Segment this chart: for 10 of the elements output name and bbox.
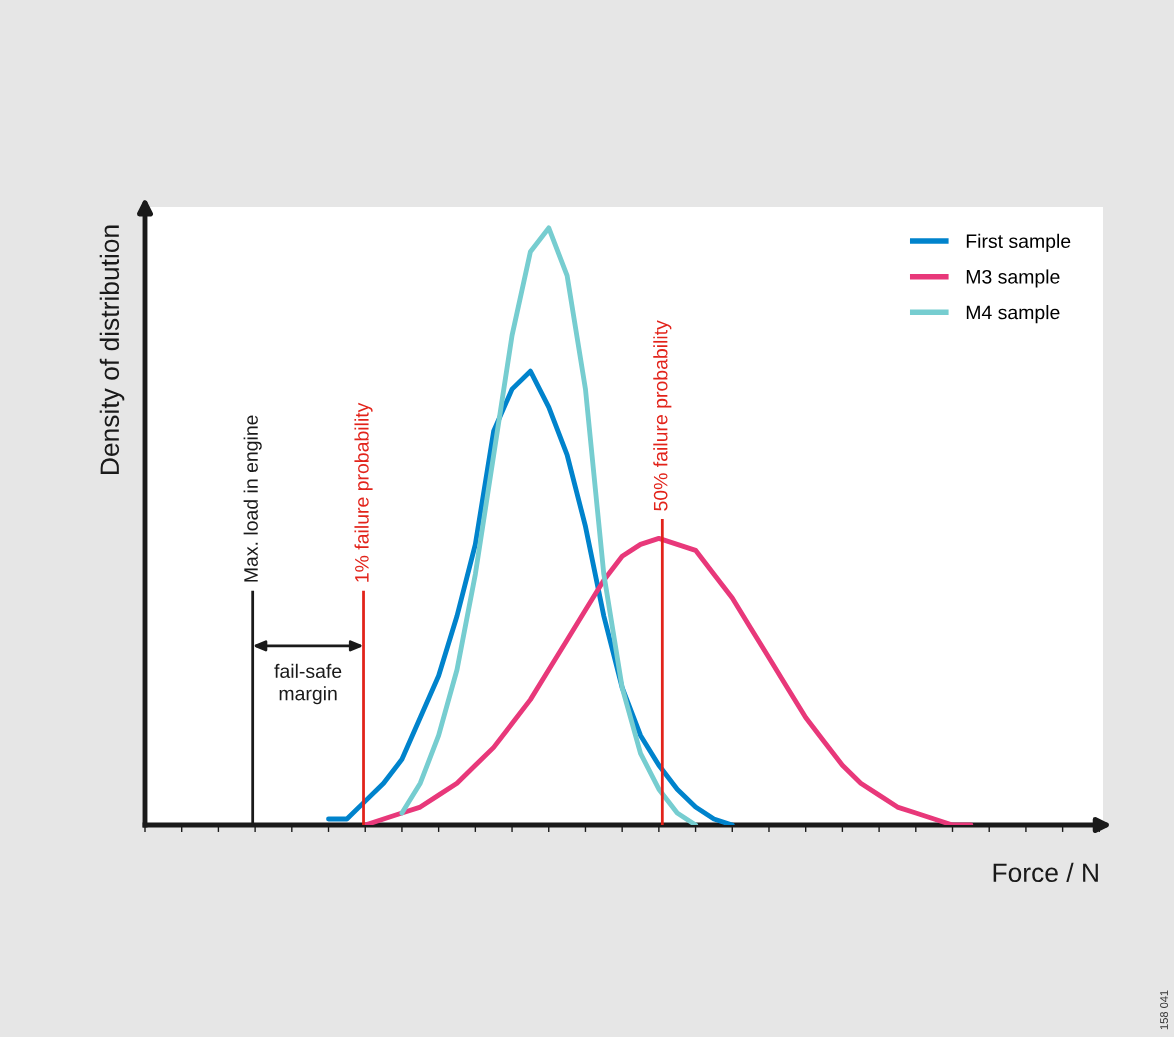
legend-label: M4 sample: [966, 305, 1060, 324]
legend-label: M3 sample: [966, 269, 1060, 288]
text: 158 041: [1160, 990, 1168, 1030]
legend-label: First sample: [966, 233, 1071, 252]
annotation: 1% failure probability: [354, 402, 373, 582]
y-axis-title: Density of distribution: [99, 225, 125, 474]
x-axis-title: Force / N: [993, 862, 1098, 883]
annotation: fail-safe margin: [274, 663, 342, 705]
annotation: Max. load in engine: [243, 415, 262, 582]
annotation: 50% failure probability: [653, 320, 672, 511]
